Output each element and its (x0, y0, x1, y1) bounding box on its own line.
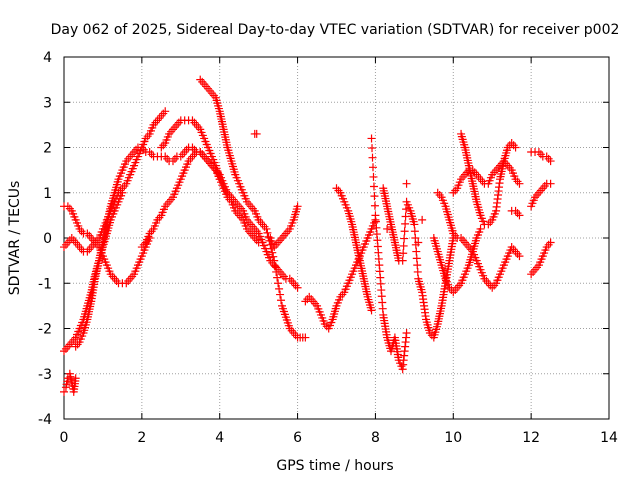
data-point (269, 252, 278, 261)
data-point (161, 107, 170, 116)
x-tick-label: 6 (293, 430, 302, 446)
data-point (515, 252, 524, 261)
x-tick-label: 14 (600, 430, 618, 446)
y-tick-label: -3 (38, 367, 52, 383)
data-point (293, 283, 302, 292)
x-tick-label: 8 (371, 430, 380, 446)
series-arc-o (449, 157, 524, 197)
data-point (411, 234, 420, 242)
data-point (370, 192, 379, 201)
y-tick-label: -2 (38, 322, 52, 338)
series-arc-l (367, 134, 411, 374)
data-point (399, 241, 408, 250)
series-arc-i (266, 202, 302, 252)
data-point (277, 296, 286, 305)
data-point (414, 238, 423, 247)
data-point (264, 232, 273, 241)
data-point (252, 129, 261, 138)
y-tick-label: 2 (43, 141, 52, 157)
x-axis-label: GPS time / hours (276, 458, 393, 474)
data-point (60, 387, 68, 396)
series-arc-u (527, 238, 555, 279)
series-arc-t (527, 179, 555, 211)
y-tick-label: 4 (43, 50, 52, 66)
data-point (273, 273, 282, 282)
data-point (254, 238, 263, 247)
data-point (546, 238, 555, 247)
data-point (274, 279, 283, 288)
data-point (546, 179, 555, 188)
data-point (412, 247, 421, 256)
data-point (367, 134, 376, 143)
series-arc-p (457, 129, 520, 229)
data-point (418, 215, 427, 224)
data-point (546, 157, 555, 166)
series-isolated (250, 129, 427, 247)
data-point (399, 249, 408, 258)
data-point (276, 290, 285, 299)
series-arc-s (527, 148, 555, 166)
data-point (271, 262, 280, 271)
data-point (398, 256, 407, 265)
data-point (410, 220, 419, 229)
data-point (263, 228, 272, 237)
x-tick-label: 10 (444, 430, 462, 446)
y-tick-label: 0 (43, 231, 52, 247)
data-point (400, 227, 409, 236)
data-point (367, 306, 376, 315)
data-point (293, 202, 302, 211)
data-point (368, 153, 377, 162)
data-point (368, 144, 377, 153)
y-tick-label: 3 (43, 95, 52, 111)
data-point (383, 224, 392, 233)
series-arc-h (196, 75, 310, 342)
data-point (511, 143, 520, 152)
data-point (402, 329, 411, 338)
x-tick-label: 12 (522, 430, 540, 446)
data-point (71, 374, 80, 383)
data-point (402, 179, 411, 188)
data-point (262, 224, 271, 233)
data-point (268, 248, 277, 257)
data-point (118, 188, 127, 197)
series-arc-g (157, 116, 263, 247)
data-point (401, 219, 410, 228)
series-arc-k (332, 184, 376, 315)
y-tick-label: 1 (43, 186, 52, 202)
data-point (413, 261, 422, 270)
data-point (410, 227, 419, 236)
data-points (60, 75, 555, 396)
series-arc-q (429, 224, 485, 297)
series-arc-j (301, 215, 380, 333)
x-tick-label: 2 (137, 430, 146, 446)
series-arc-m (379, 184, 458, 342)
data-point (301, 333, 310, 342)
data-point (369, 172, 378, 181)
y-tick-label: -1 (38, 276, 52, 292)
data-point (368, 163, 377, 172)
data-point (369, 182, 378, 191)
data-point (413, 267, 422, 276)
data-point (515, 211, 524, 220)
x-tick-label: 0 (60, 430, 69, 446)
y-axis-label: SDTVAR / TECUs (7, 181, 23, 296)
x-tick-label: 4 (215, 430, 224, 446)
data-point (400, 234, 409, 243)
series-arc-d (60, 369, 80, 396)
data-point (370, 201, 379, 210)
data-point (275, 284, 284, 293)
y-tick-label: -4 (38, 412, 52, 428)
data-point (412, 254, 421, 263)
data-point (515, 179, 524, 188)
data-point (272, 267, 281, 276)
data-point (476, 224, 485, 233)
series-arc-r (507, 206, 524, 220)
data-point (270, 256, 279, 265)
chart-title: Day 062 of 2025, Sidereal Day-to-day VTE… (51, 22, 620, 38)
